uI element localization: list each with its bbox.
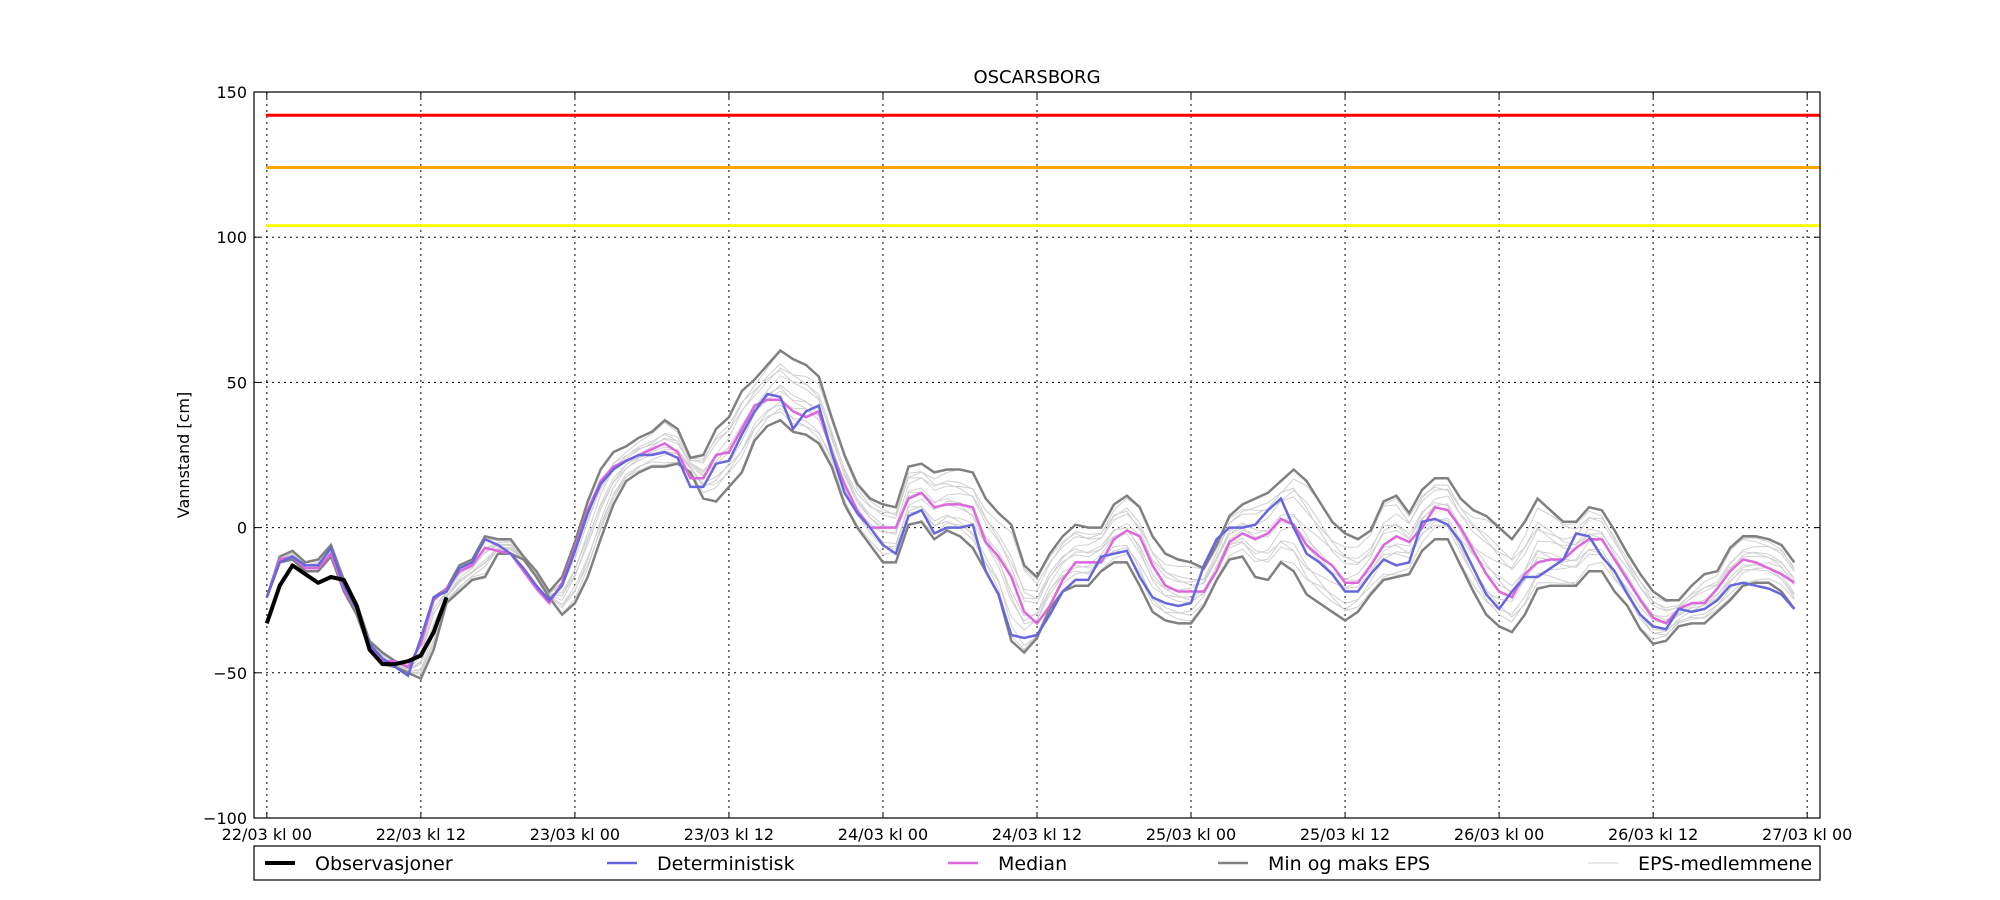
deterministic-line bbox=[265, 392, 1796, 678]
x-tick-label: 24/03 kl 00 bbox=[838, 825, 928, 844]
grid-lines bbox=[254, 92, 1820, 818]
threshold-lines bbox=[266, 113, 1820, 228]
legend-label-minmax: Min og maks EPS bbox=[1268, 853, 1430, 875]
y-axis-label: Vannstand [cm] bbox=[174, 392, 193, 518]
eps-max-line bbox=[265, 348, 1796, 669]
x-tick-label: 25/03 kl 00 bbox=[1146, 825, 1236, 844]
y-tick-label: 150 bbox=[216, 83, 247, 102]
y-tick-label: 100 bbox=[216, 228, 247, 247]
y-tick-label: 50 bbox=[227, 373, 247, 392]
x-tick-label: 24/03 kl 12 bbox=[992, 825, 1082, 844]
eps-member-line bbox=[266, 369, 1795, 669]
y-tick-label: 0 bbox=[237, 519, 247, 538]
x-tick-label: 25/03 kl 12 bbox=[1300, 825, 1390, 844]
x-tick-label: 26/03 kl 12 bbox=[1608, 825, 1698, 844]
x-tick-label: 22/03 kl 12 bbox=[376, 825, 466, 844]
legend-label-deterministic: Deterministisk bbox=[657, 853, 795, 875]
legend: Observasjoner Deterministisk Median Min og … bbox=[253, 845, 1821, 881]
eps-member-line bbox=[266, 390, 1795, 671]
data-series bbox=[264, 348, 1796, 681]
x-tick-label: 22/03 kl 00 bbox=[222, 825, 312, 844]
x-tick-label: 26/03 kl 00 bbox=[1454, 825, 1544, 844]
legend-label-members: EPS-medlemmene bbox=[1638, 853, 1812, 875]
y-tick-label: −100 bbox=[203, 809, 247, 828]
eps-member-line bbox=[266, 367, 1795, 670]
chart-title: OSCARSBORG bbox=[973, 67, 1100, 88]
median-line bbox=[265, 398, 1796, 669]
y-tick-label: −50 bbox=[213, 664, 247, 683]
x-tick-label: 23/03 kl 00 bbox=[530, 825, 620, 844]
eps-member-line bbox=[266, 400, 1795, 673]
eps-member-line bbox=[266, 349, 1795, 668]
eps-min-line bbox=[265, 418, 1796, 681]
eps-members bbox=[266, 349, 1795, 675]
legend-label-median: Median bbox=[998, 853, 1067, 875]
observations-line bbox=[264, 563, 449, 667]
axis-ticks: 22/03 kl 00 22/03 kl 12 23/03 kl 00 23/03 k… bbox=[203, 83, 1852, 844]
legend-box bbox=[253, 845, 1821, 881]
x-tick-label: 23/03 kl 12 bbox=[684, 825, 774, 844]
x-tick-label: 27/03 kl 00 bbox=[1762, 825, 1852, 844]
eps-member-line bbox=[266, 386, 1795, 671]
legend-label-observations: Observasjoner bbox=[315, 853, 453, 875]
